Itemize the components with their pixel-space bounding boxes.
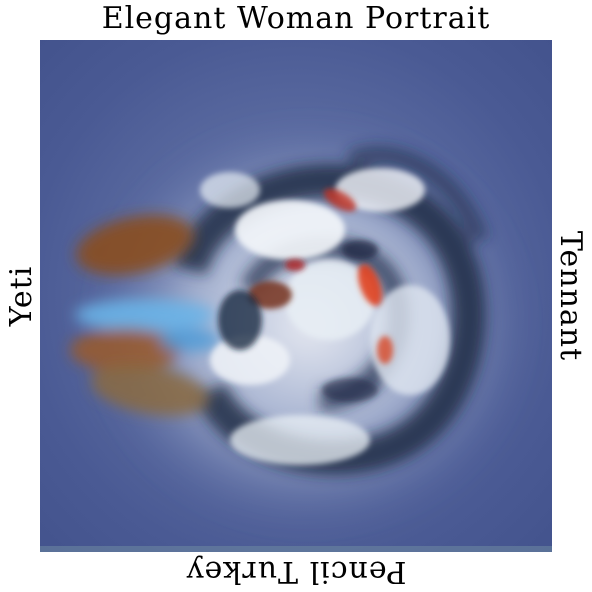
artwork-canvas [40, 120, 552, 552]
right-caption: Tennant [553, 230, 588, 362]
abstract-artwork-image [40, 40, 552, 552]
left-caption: Yeti [4, 265, 39, 327]
top-caption: Elegant Woman Portrait [101, 1, 491, 36]
bottom-caption: Pencil Turkey [185, 554, 407, 589]
